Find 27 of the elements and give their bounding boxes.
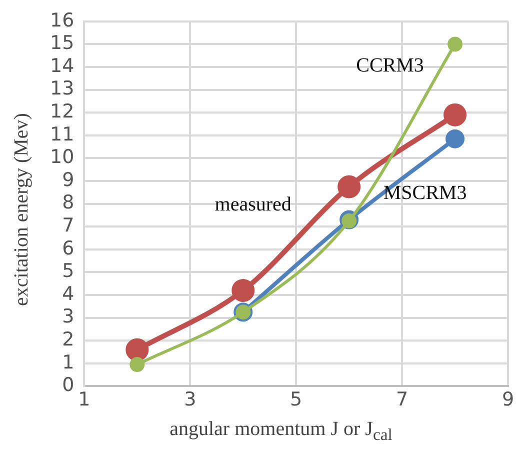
y-tick-label: 5	[62, 260, 74, 282]
series-label: measured	[214, 194, 292, 216]
y-tick-label: 4	[62, 282, 74, 305]
y-tick-label: 3	[62, 306, 74, 328]
y-tick-label: 1	[62, 351, 74, 374]
y-tick-label: 8	[62, 192, 74, 214]
y-tick-label: 6	[62, 237, 74, 260]
y-tick-label: 7	[62, 214, 74, 237]
x-tick-label: 9	[502, 388, 514, 411]
x-tick-label: 7	[396, 388, 408, 411]
x-tick-label: 3	[184, 388, 196, 411]
y-axis-title: excitation energy (Mev)	[10, 112, 34, 308]
y-tick-label: 9	[62, 168, 74, 191]
y-tick-label: 2	[62, 328, 74, 351]
y-tick-label: 13	[50, 78, 74, 100]
series-label: CCRM3	[356, 54, 424, 76]
y-tick-label: 10	[50, 146, 74, 168]
series-label: MSCRM3	[383, 182, 467, 204]
y-tick-label: 12	[50, 100, 74, 123]
x-tick-label: 5	[290, 388, 302, 411]
y-tick-label: 16	[50, 9, 74, 32]
y-tick-label: 14	[50, 54, 74, 77]
y-tick-label: 0	[62, 374, 74, 396]
x-axis-title: angular momentum J or J$_{cal}$	[168, 418, 394, 445]
x-tick-label: 1	[78, 388, 90, 411]
y-tick-label: 11	[50, 123, 74, 146]
y-tick-label: 15	[50, 32, 74, 54]
